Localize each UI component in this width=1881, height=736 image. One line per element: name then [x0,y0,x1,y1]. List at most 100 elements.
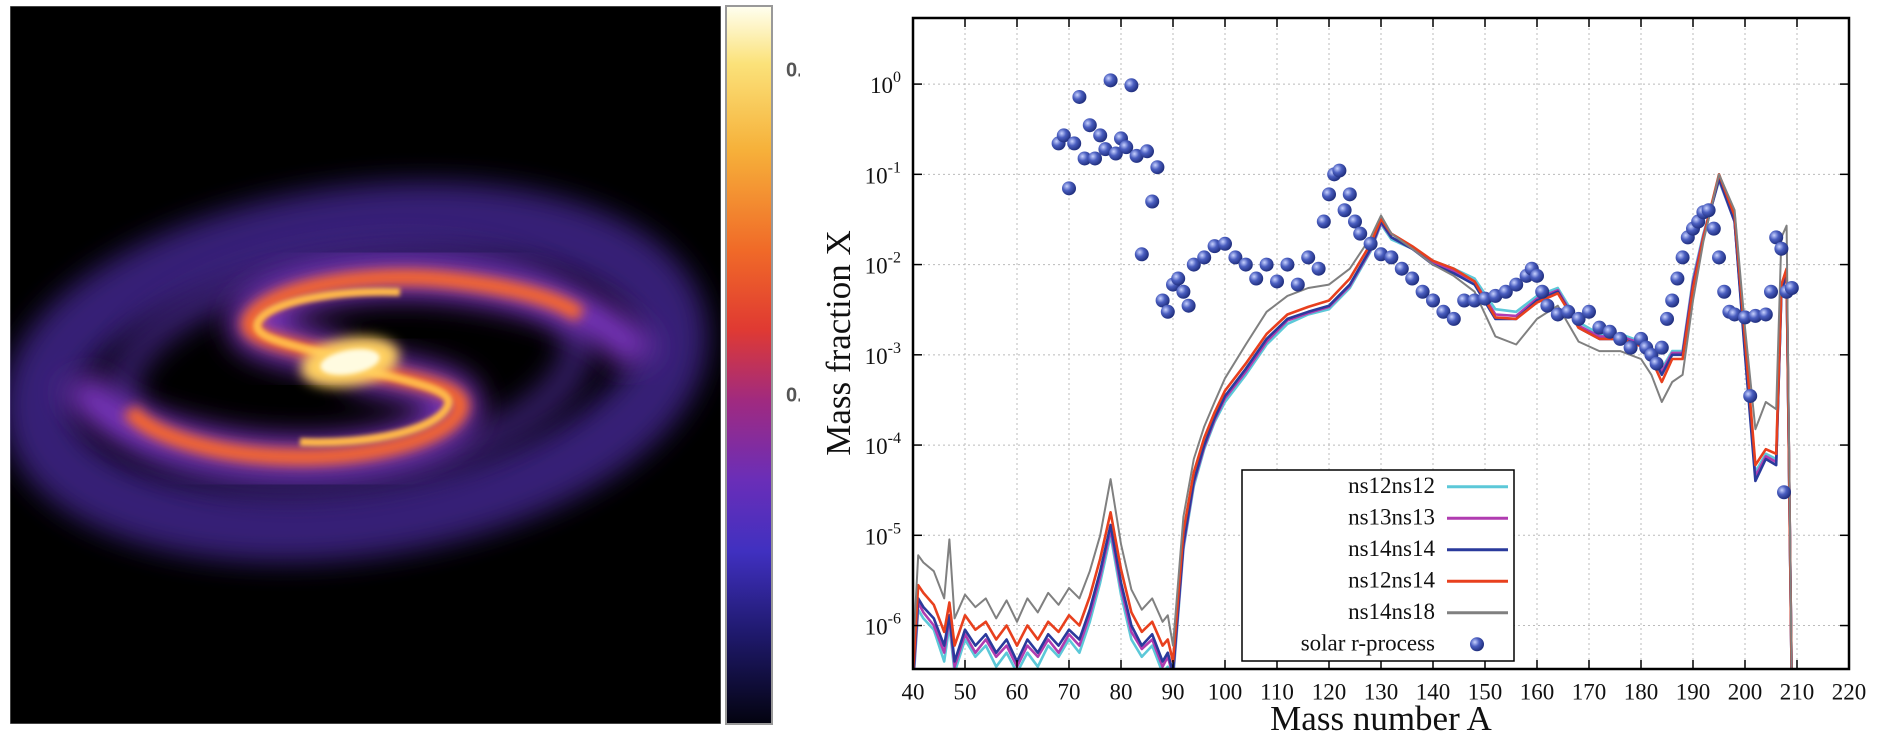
data-point [1072,89,1087,104]
core [320,349,380,375]
data-point [1077,151,1092,166]
data-point [1701,203,1716,218]
simulation-image [10,6,721,724]
y-tick-label: 10-2 [865,249,901,279]
data-point [1670,271,1685,286]
data-point [1665,293,1680,308]
y-tick-exponent: -1 [888,159,901,176]
colorbar-label: 0.1 [786,59,814,81]
data-point [1186,257,1201,272]
data-point [1150,160,1165,175]
data-point [1498,284,1513,299]
data-point [1145,194,1160,209]
plot-frame [911,16,1851,671]
x-tick-label: 200 [1728,679,1763,704]
data-point [1259,257,1274,272]
data-point [1613,331,1628,346]
data-point [1316,214,1331,229]
data-point [1249,271,1264,286]
data-point [1675,250,1690,265]
data-point [1108,146,1123,161]
legend-box [1241,469,1515,662]
data-point [1056,128,1071,143]
y-tick-base: 10 [865,254,888,279]
data-point [1238,257,1253,272]
x-tick-label: 120 [1312,679,1347,704]
x-tick-label: 40 [902,679,925,704]
data-point [1093,128,1108,143]
series-line [913,173,1793,669]
legend-label: ns14ns14 [1348,536,1435,561]
data-point [1540,298,1555,313]
x-tick-label: 50 [954,679,977,704]
data-point [1119,140,1134,155]
y-tick-label: 10-4 [865,430,901,460]
data-point [1160,304,1175,319]
data-point [1660,311,1674,326]
data-point [1228,250,1243,265]
series-line [913,177,1793,669]
data-point [1337,203,1352,218]
legend-label: ns13ns13 [1348,505,1435,530]
data-point [1582,304,1596,319]
y-tick-base: 10 [865,615,888,640]
data-point [1103,73,1118,88]
y-tick-label: 10-1 [865,159,901,189]
data-point [1446,311,1461,326]
colorbar-label: 0.0 [786,384,814,406]
x-tick-label: 100 [1208,679,1243,704]
data-point [1301,250,1316,265]
arm-core [253,287,401,364]
data-point [1530,268,1544,283]
data-point [1067,136,1082,151]
x-tick-label: 130 [1364,679,1399,704]
legend-label: ns12ns12 [1348,473,1435,498]
grid [912,18,1850,669]
plot-area [913,73,1799,669]
y-tick-label: 10-5 [865,520,901,550]
legend: ns12ns12 ns13ns13 ns14ns14 ns12ns14 ns14ns18… [1241,469,1515,662]
legend-label: ns12ns14 [1348,568,1435,593]
data-point [1270,274,1284,289]
data-point [1654,340,1669,355]
y-tick-base: 10 [865,434,888,459]
data-point [1140,144,1154,159]
x-tick-label: 190 [1676,679,1711,704]
data-point [1384,250,1399,265]
data-point [1415,284,1430,299]
data-point [1181,298,1196,313]
y-tick-base: 10 [865,164,888,189]
y-tick-label: 10-3 [865,339,901,369]
y-tick-base: 10 [870,73,893,98]
data-point [1457,293,1472,308]
y-tick-exponent: -3 [888,339,901,356]
data-point [1134,247,1149,262]
data-point [1712,250,1726,265]
legend-label: solar r-process [1301,631,1435,656]
chart: Mass number A Mass fraction X 40 50 60 70 80… [819,16,1867,736]
data-point [1171,271,1186,286]
data-point [1405,271,1420,286]
data-point [1197,250,1212,265]
data-point [1124,78,1139,93]
data-point [1774,241,1789,256]
data-point [1088,151,1102,166]
data-point [1353,226,1368,241]
x-tick-label: 150 [1468,679,1503,704]
data-point [1769,230,1784,245]
data-point [1738,310,1752,325]
y-tick-exponent: 0 [893,69,901,86]
data-point [1176,284,1191,299]
x-axis-title: Mass number A [1270,699,1492,736]
data-point [1706,221,1721,236]
x-tick-label: 110 [1260,679,1294,704]
axes: 40 50 60 70 80 90 100 110 120 130 140 150 160 170 180 1… [865,16,1867,704]
data-point [1348,214,1362,229]
data-point [1777,485,1791,500]
data-point [1764,284,1778,299]
data-point [1322,187,1336,202]
x-tick-label: 170 [1572,679,1607,704]
y-axis-title: Mass fraction X [819,230,858,456]
x-tick-label: 220 [1832,679,1867,704]
